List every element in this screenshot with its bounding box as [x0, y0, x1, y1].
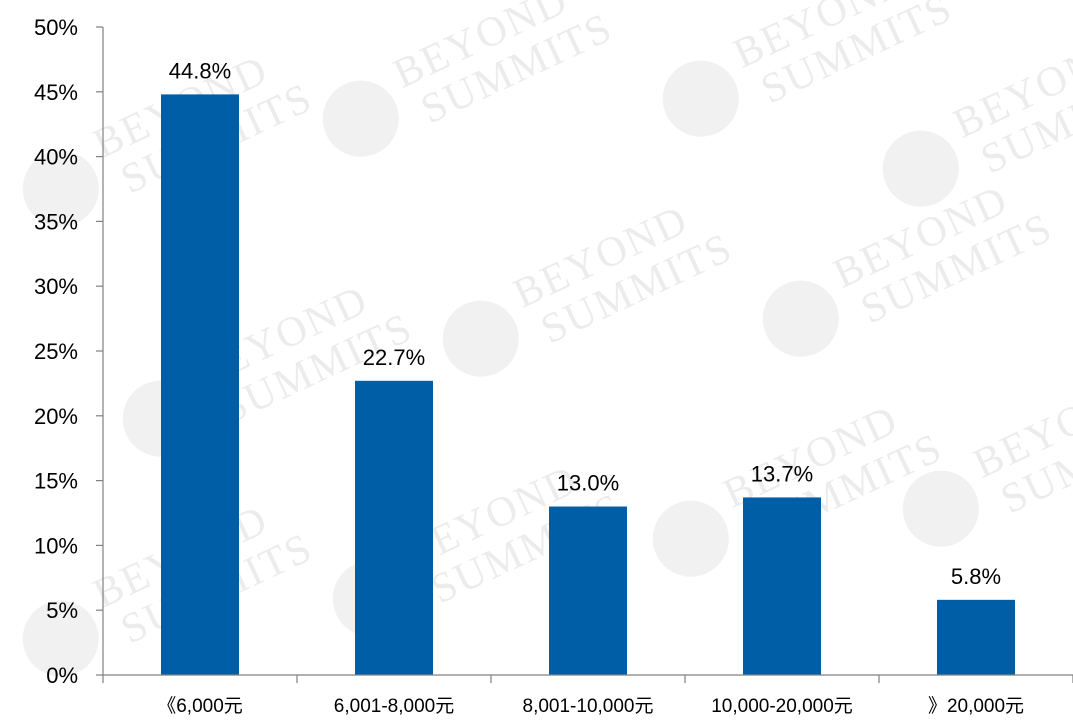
y-axis-ticks: 0% 5% 10% 15% 20% 25% 30% 35% 40% 45% 50% — [34, 15, 103, 688]
bar — [549, 506, 627, 675]
x-category-label: 》20,000元 — [928, 695, 1024, 717]
y-tick-label: 40% — [34, 145, 78, 170]
watermark-logo-icon — [902, 470, 979, 547]
bar — [743, 497, 821, 675]
x-category-label: 《6,000元 — [157, 695, 243, 717]
bar — [355, 380, 433, 675]
bar — [937, 599, 1015, 675]
watermark-logo-icon — [322, 80, 399, 157]
x-category-label: 10,000-20,000元 — [711, 696, 853, 717]
bar — [161, 94, 239, 676]
y-tick-label: 35% — [34, 209, 78, 234]
y-tick-label: 10% — [34, 533, 78, 558]
x-category-label: 8,001-10,000元 — [523, 696, 654, 717]
x-axis-ticks: 《6,000元 6,001-8,000元 8,001-10,000元 10,000-2… — [102, 675, 1073, 717]
watermark-logo-icon — [442, 300, 519, 377]
y-tick-label: 15% — [34, 469, 78, 494]
y-tick-label: 20% — [34, 404, 78, 429]
y-tick-label: 25% — [34, 339, 78, 364]
bars — [161, 94, 1015, 676]
y-tick-label: 50% — [34, 15, 78, 40]
x-category-label: 6,001-8,000元 — [334, 696, 454, 717]
y-tick-label: 5% — [46, 598, 78, 623]
watermark-logo-icon — [652, 500, 729, 577]
watermark-logo-icon — [662, 60, 739, 137]
watermark-logo-icon — [22, 150, 99, 227]
y-tick-label: 0% — [46, 663, 78, 688]
bar-value-label: 5.8% — [951, 564, 1001, 589]
watermark-logo-icon — [762, 280, 839, 357]
y-tick-label: 45% — [34, 80, 78, 105]
bar-value-label: 22.7% — [363, 345, 425, 370]
watermark-logo-icon — [882, 130, 959, 207]
watermark-logo-icon — [22, 600, 99, 677]
bar-value-label: 13.7% — [751, 461, 813, 486]
y-tick-label: 30% — [34, 274, 78, 299]
data-labels: 44.8% 22.7% 13.0% 13.7% 5.8% — [169, 58, 1001, 588]
bar-value-label: 44.8% — [169, 58, 231, 83]
bar-value-label: 13.0% — [557, 471, 619, 496]
